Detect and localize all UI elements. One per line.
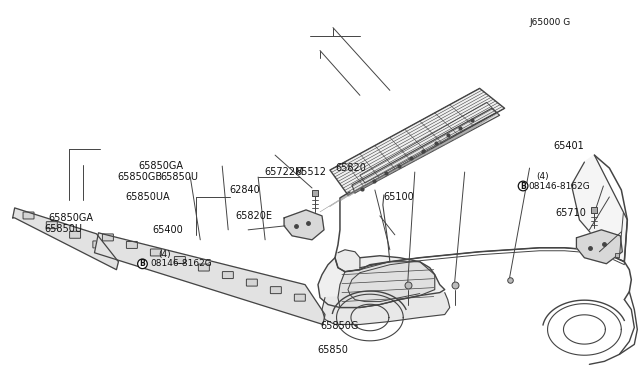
Text: 65820: 65820 bbox=[335, 163, 366, 173]
Text: 65850GA: 65850GA bbox=[49, 212, 93, 222]
Text: 65722M: 65722M bbox=[264, 167, 304, 177]
Polygon shape bbox=[577, 230, 622, 264]
Text: 65400: 65400 bbox=[153, 225, 184, 235]
FancyBboxPatch shape bbox=[175, 257, 186, 263]
Polygon shape bbox=[322, 293, 450, 324]
Text: 08146-8162G: 08146-8162G bbox=[528, 182, 590, 190]
FancyBboxPatch shape bbox=[294, 294, 305, 301]
Text: 65512: 65512 bbox=[296, 167, 327, 177]
Text: 62840: 62840 bbox=[229, 185, 260, 195]
FancyBboxPatch shape bbox=[198, 264, 209, 271]
Text: 65850GA: 65850GA bbox=[138, 161, 183, 171]
Text: 08146-8162G: 08146-8162G bbox=[151, 259, 212, 268]
Polygon shape bbox=[318, 256, 445, 308]
Polygon shape bbox=[284, 210, 324, 240]
FancyBboxPatch shape bbox=[270, 287, 282, 294]
Text: 65850U: 65850U bbox=[161, 172, 198, 182]
Text: 65401: 65401 bbox=[553, 141, 584, 151]
Circle shape bbox=[138, 259, 147, 269]
Polygon shape bbox=[338, 262, 435, 308]
Text: 65710: 65710 bbox=[555, 208, 586, 218]
Text: 65850U: 65850U bbox=[44, 224, 82, 234]
FancyBboxPatch shape bbox=[222, 272, 234, 279]
FancyBboxPatch shape bbox=[246, 279, 257, 286]
FancyBboxPatch shape bbox=[150, 249, 161, 256]
Text: B: B bbox=[140, 259, 145, 268]
Polygon shape bbox=[572, 155, 627, 262]
Polygon shape bbox=[330, 89, 504, 195]
FancyBboxPatch shape bbox=[23, 212, 34, 219]
Polygon shape bbox=[13, 208, 118, 270]
FancyBboxPatch shape bbox=[102, 234, 113, 241]
Text: J65000 G: J65000 G bbox=[529, 18, 571, 27]
FancyBboxPatch shape bbox=[127, 241, 138, 248]
Text: (4): (4) bbox=[159, 250, 171, 259]
Text: 65850UA: 65850UA bbox=[126, 192, 170, 202]
FancyBboxPatch shape bbox=[70, 231, 81, 238]
Polygon shape bbox=[352, 108, 500, 193]
Text: 65850GB: 65850GB bbox=[118, 172, 163, 182]
FancyBboxPatch shape bbox=[46, 222, 58, 229]
Text: 65850G: 65850G bbox=[320, 321, 358, 331]
Text: 65100: 65100 bbox=[384, 192, 415, 202]
Text: 65820E: 65820E bbox=[236, 211, 273, 221]
Polygon shape bbox=[95, 233, 325, 324]
Circle shape bbox=[518, 181, 528, 191]
Text: B: B bbox=[520, 182, 526, 190]
Polygon shape bbox=[335, 250, 360, 272]
Text: 65850: 65850 bbox=[317, 344, 348, 355]
Text: (4): (4) bbox=[536, 172, 548, 181]
FancyBboxPatch shape bbox=[93, 241, 104, 248]
